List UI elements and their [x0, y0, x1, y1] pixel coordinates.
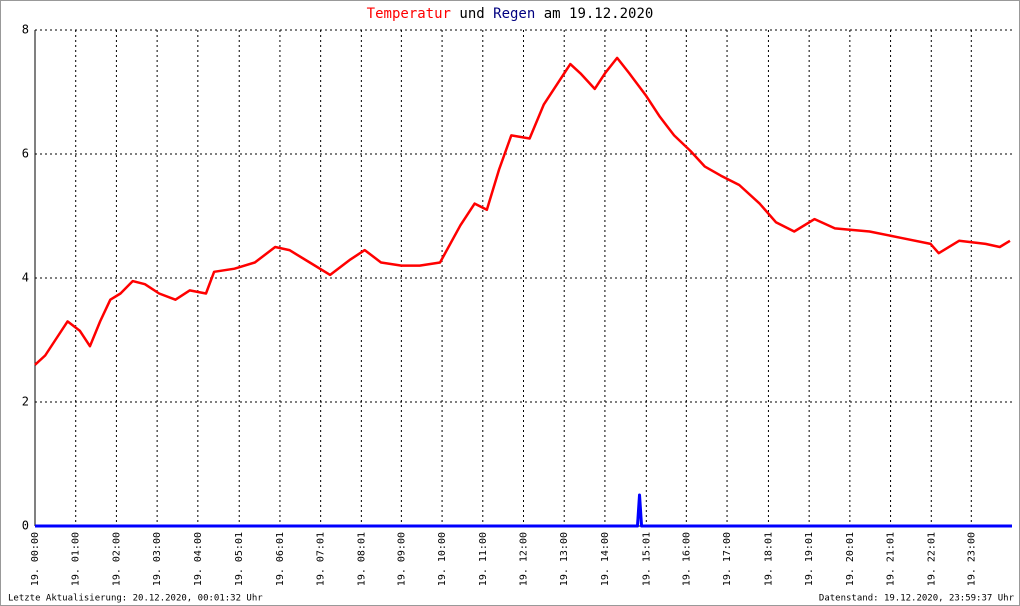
footer-right: Datenstand: 19.12.2020, 23:59:37 Uhr [819, 594, 1015, 604]
y-tick-label: 2 [22, 395, 29, 409]
y-tick-label: 6 [22, 147, 29, 161]
series-line [35, 493, 1012, 528]
x-tick-label: 19. 06:01 [275, 532, 286, 586]
x-tick-label: 19. 13:00 [559, 532, 570, 586]
x-tick-label: 19. 01:00 [71, 532, 82, 586]
x-tick-label: 19. 22:01 [926, 532, 937, 586]
x-tick-label: 19. 00:00 [30, 532, 41, 586]
x-tick-label: 19. 05:01 [234, 532, 245, 586]
x-tick-label: 19. 19:01 [804, 532, 815, 586]
x-tick-label: 19. 12:00 [519, 532, 530, 586]
x-tick-label: 19. 09:00 [396, 532, 407, 586]
x-tick-label: 19. 16:00 [681, 532, 692, 586]
x-tick-label: 19. 18:01 [763, 532, 774, 586]
title-part: am 19.12.2020 [544, 6, 654, 22]
y-tick-label: 0 [22, 519, 29, 533]
series-line [34, 56, 1011, 366]
x-tick-label: 19. 04:00 [193, 532, 204, 586]
y-tick-label: 4 [22, 271, 29, 285]
title-part: Temperatur [367, 6, 451, 22]
x-tick-label: 19. 17:00 [722, 532, 733, 586]
y-tick-label: 8 [22, 23, 29, 37]
x-tick-label: 19. 20:01 [845, 532, 856, 586]
title-part: Regen [493, 6, 535, 22]
x-tick-label: 19. 23:00 [966, 532, 977, 586]
title-part: und [459, 6, 484, 22]
x-tick-label: 19. 11:00 [478, 532, 489, 586]
x-tick-label: 19. 15:01 [641, 532, 652, 586]
footer-left: Letzte Aktualisierung: 20.12.2020, 00:01… [8, 594, 263, 604]
x-tick-label: 19. 08:01 [356, 532, 367, 586]
x-tick-label: 19. 07:01 [316, 532, 327, 586]
x-tick-label: 19. 10:00 [437, 532, 448, 586]
x-tick-label: 19. 02:00 [111, 532, 122, 586]
x-tick-label: 19. 14:00 [600, 532, 611, 586]
chart-title: Temperatur und Regen am 19.12.2020 [367, 6, 654, 22]
x-tick-label: 19. 03:00 [152, 532, 163, 586]
x-tick-label: 19. 21:01 [886, 532, 897, 586]
